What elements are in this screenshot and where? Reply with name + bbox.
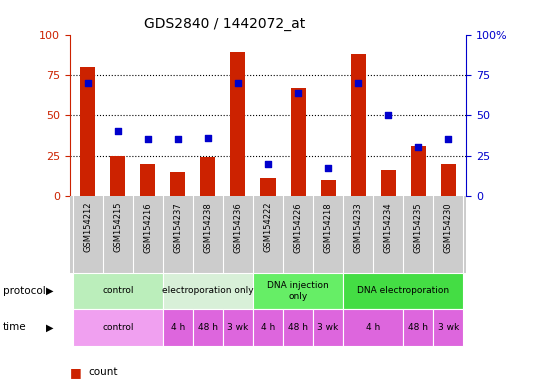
Bar [223, 309, 253, 346]
Text: 3 wk: 3 wk [227, 323, 249, 332]
Bar [140, 164, 155, 196]
Text: GSM154218: GSM154218 [324, 202, 333, 253]
Text: GDS2840 / 1442072_at: GDS2840 / 1442072_at [145, 17, 306, 31]
Bar [253, 309, 283, 346]
Text: GSM154234: GSM154234 [384, 202, 393, 253]
Bar [321, 180, 336, 196]
Point [414, 144, 422, 151]
Text: GSM154235: GSM154235 [414, 202, 423, 253]
Text: 48 h: 48 h [198, 323, 218, 332]
Text: DNA electroporation: DNA electroporation [357, 286, 449, 295]
Text: control: control [102, 286, 133, 295]
Text: 3 wk: 3 wk [438, 323, 459, 332]
Text: GSM154222: GSM154222 [264, 202, 272, 253]
Text: GSM154216: GSM154216 [143, 202, 152, 253]
Point [114, 128, 122, 134]
Bar [230, 52, 245, 196]
Text: 4 h: 4 h [261, 323, 275, 332]
Text: GSM154233: GSM154233 [354, 202, 363, 253]
Point [264, 161, 272, 167]
Point [354, 80, 362, 86]
Bar [411, 146, 426, 196]
Text: ▶: ▶ [46, 286, 53, 296]
Bar [110, 156, 125, 196]
Point [444, 136, 452, 142]
Text: 48 h: 48 h [288, 323, 308, 332]
Text: GSM154236: GSM154236 [234, 202, 242, 253]
Text: GSM154237: GSM154237 [173, 202, 182, 253]
Text: 4 h: 4 h [366, 323, 381, 332]
Text: protocol: protocol [3, 286, 46, 296]
Bar [170, 172, 185, 196]
Bar [403, 309, 433, 346]
Bar [283, 309, 313, 346]
Text: 48 h: 48 h [408, 323, 428, 332]
Bar [343, 273, 463, 309]
Point [174, 136, 182, 142]
Point [324, 166, 332, 172]
Bar [73, 309, 163, 346]
Point [84, 80, 92, 86]
Bar [200, 157, 215, 196]
Bar [163, 273, 253, 309]
Bar [441, 164, 456, 196]
Text: electroporation only: electroporation only [162, 286, 254, 295]
Bar [433, 309, 463, 346]
Text: 4 h: 4 h [171, 323, 185, 332]
Bar [313, 309, 343, 346]
Bar [73, 273, 163, 309]
Text: ▶: ▶ [46, 322, 53, 333]
Text: count: count [88, 367, 118, 377]
Text: time: time [3, 322, 26, 333]
Point [384, 112, 392, 118]
Text: control: control [102, 323, 133, 332]
Text: GSM154226: GSM154226 [294, 202, 302, 253]
Text: GSM154215: GSM154215 [113, 202, 122, 253]
Text: DNA injection
only: DNA injection only [267, 281, 329, 301]
Bar [253, 273, 343, 309]
Text: ■: ■ [70, 366, 81, 379]
Text: GSM154238: GSM154238 [203, 202, 212, 253]
Text: GSM154212: GSM154212 [83, 202, 92, 253]
Bar [351, 54, 366, 196]
Text: GSM154230: GSM154230 [444, 202, 453, 253]
Bar [381, 170, 396, 196]
Text: 3 wk: 3 wk [317, 323, 339, 332]
Bar [163, 309, 193, 346]
Point [294, 89, 302, 96]
Point [234, 80, 242, 86]
Point [144, 136, 152, 142]
Bar [260, 178, 276, 196]
Bar [80, 67, 95, 196]
Point [204, 135, 212, 141]
Bar [343, 309, 403, 346]
Bar [291, 88, 306, 196]
Bar [193, 309, 223, 346]
